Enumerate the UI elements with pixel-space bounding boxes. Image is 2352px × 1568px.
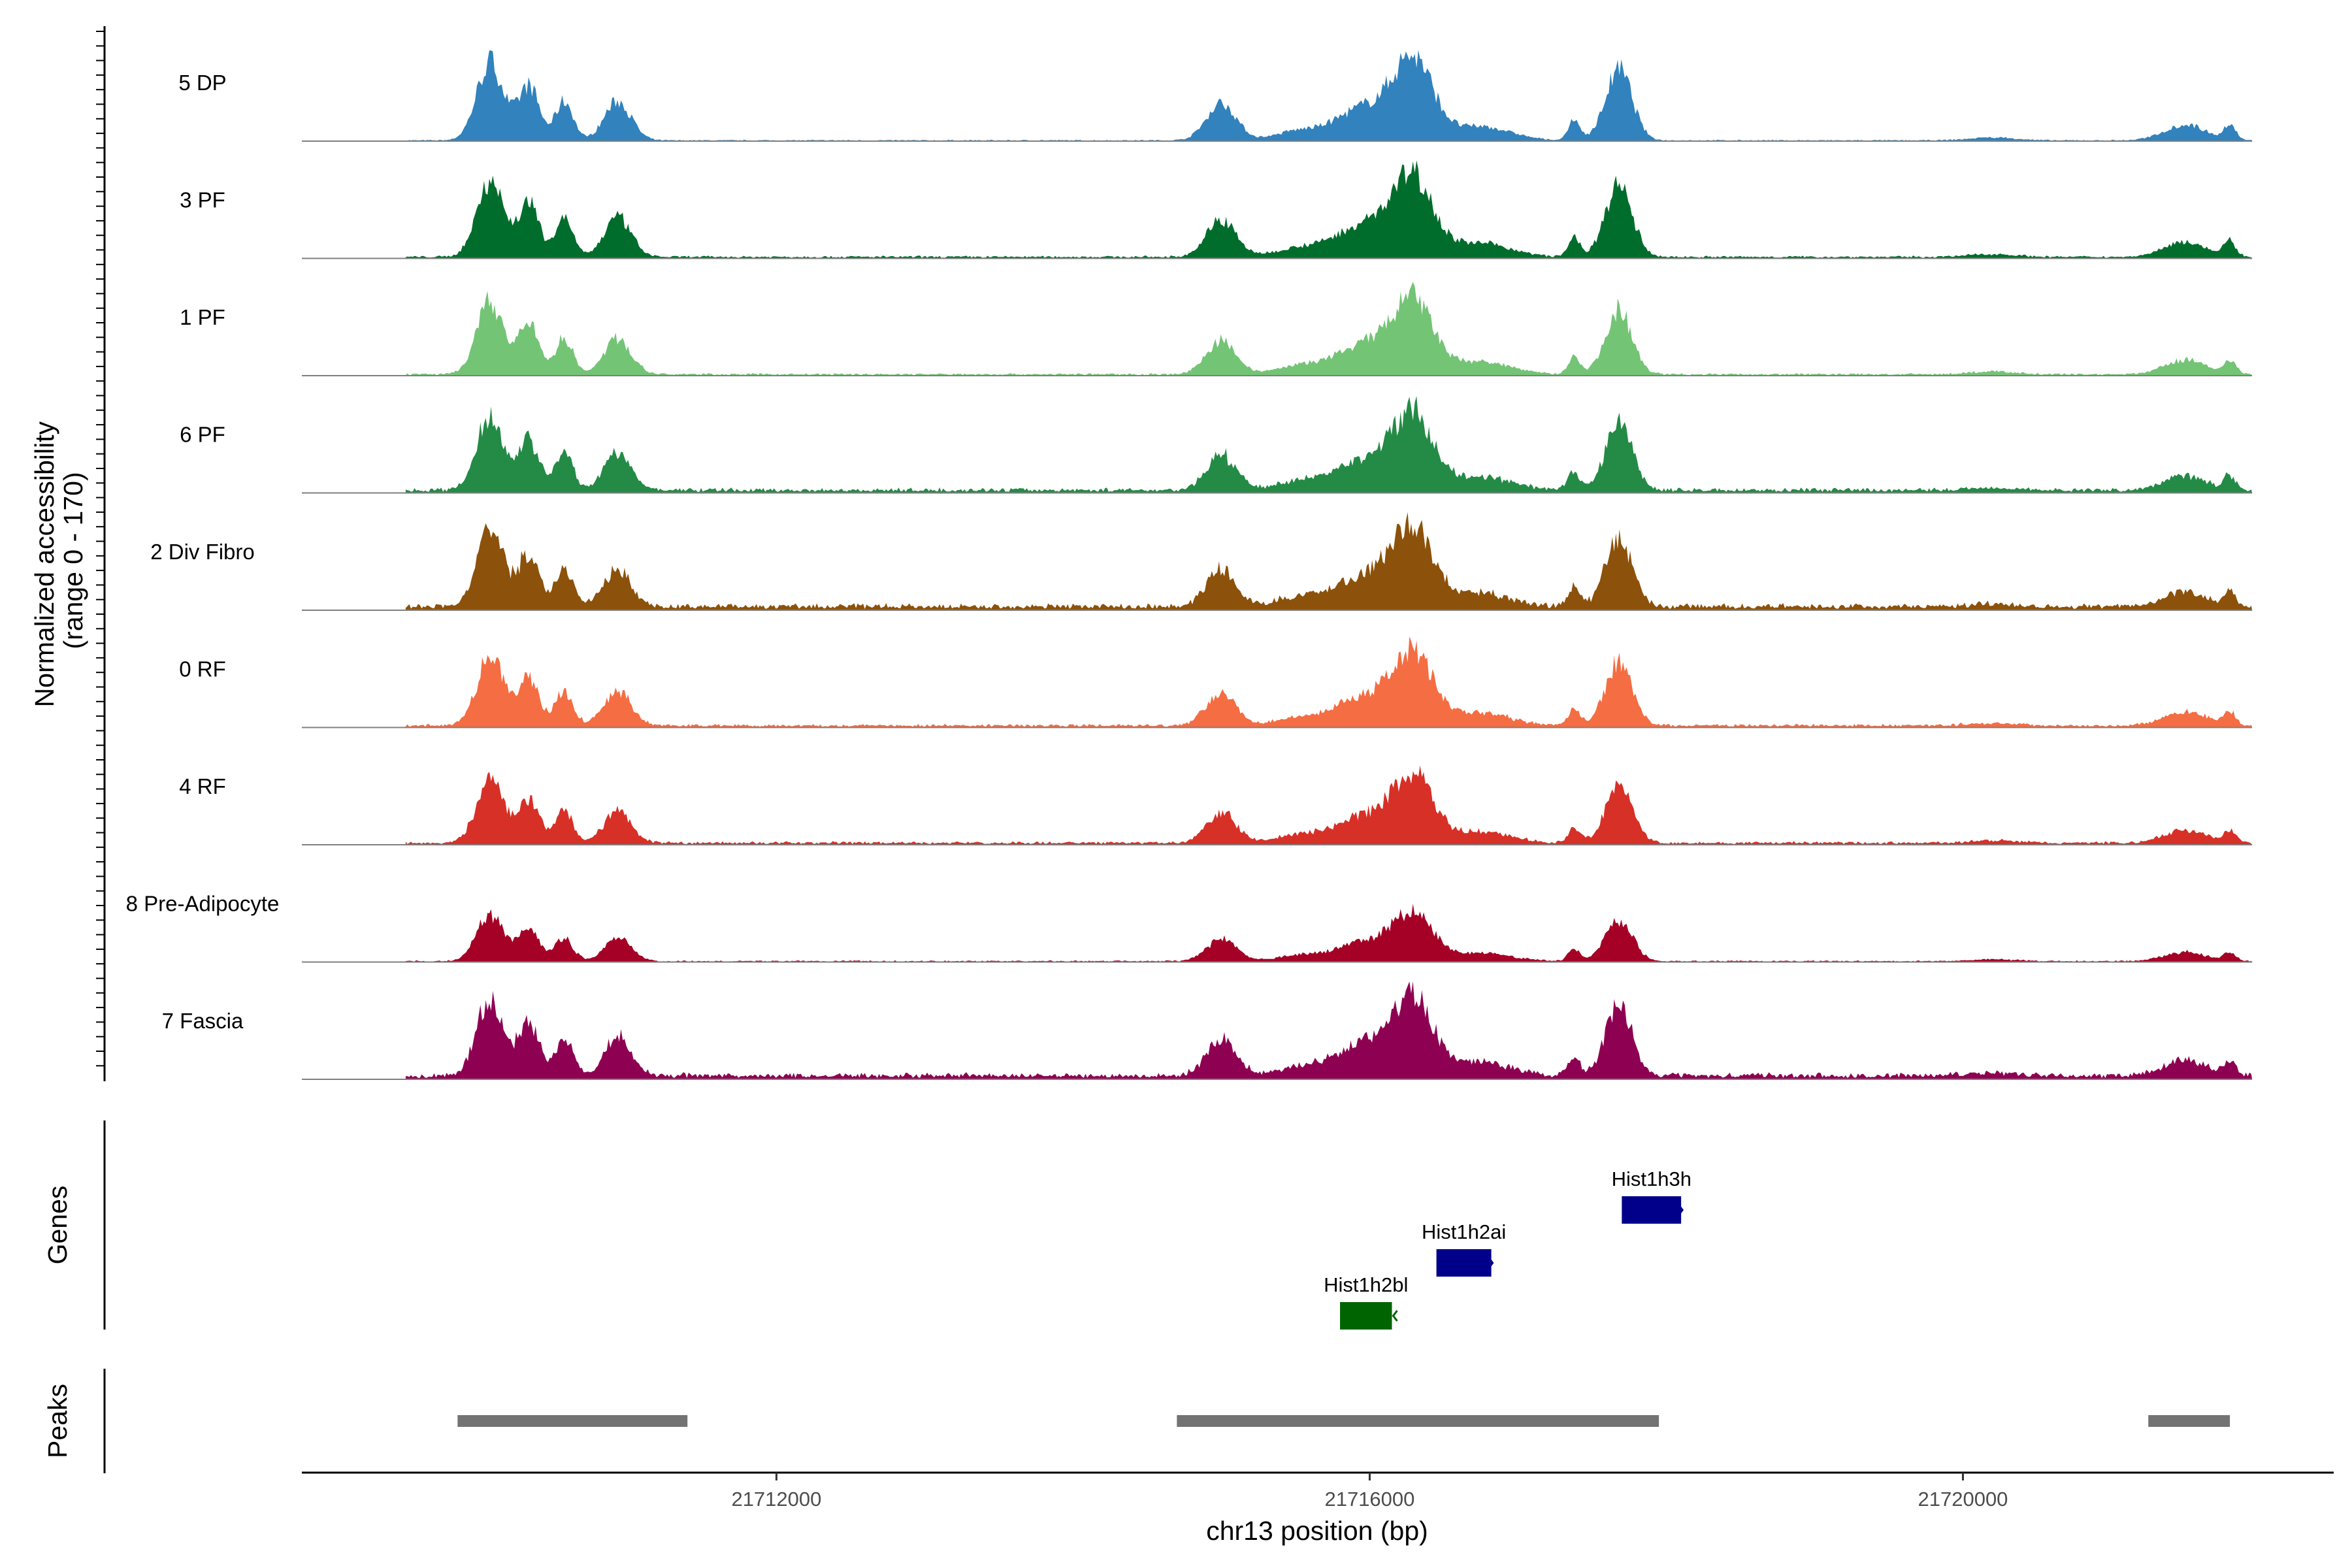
track-label: 6 PF <box>180 423 225 447</box>
peak-region <box>2148 1415 2230 1427</box>
peak-region <box>1177 1415 1659 1427</box>
gene-body <box>1340 1302 1392 1330</box>
gene-label: Hist1h2bl <box>1324 1273 1408 1296</box>
gene-label: Hist1h2ai <box>1422 1220 1506 1243</box>
track-label: 4 RF <box>179 774 226 798</box>
track-1-pf: 1 PF <box>180 282 2253 376</box>
y-axis-title-line-1: Normalized accessibility <box>29 421 59 707</box>
track-2-div-fibro: 2 Div Fibro <box>150 512 2253 611</box>
track-label: 1 PF <box>180 305 225 329</box>
track-8-pre-adipocyte: 8 Pre-Adipocyte <box>126 892 2253 963</box>
peaks-panel: Peaks <box>42 1369 2230 1473</box>
strand-arrow-icon <box>1488 1257 1494 1269</box>
track-3-pf: 3 PF <box>180 160 2253 259</box>
track-4-rf: 4 RF <box>179 765 2253 845</box>
x-axis-title: chr13 position (bp) <box>1206 1516 1428 1546</box>
track-label: 0 RF <box>179 657 226 681</box>
gene-label: Hist1h3h <box>1612 1168 1691 1190</box>
y-axis-ticks <box>96 31 105 1067</box>
genes-panel: Genes Hist1h3h Hist1h2ai Hist1h2bl <box>42 1120 1691 1330</box>
peak-regions <box>457 1415 2230 1427</box>
peak-region <box>457 1415 688 1427</box>
coverage-area <box>405 160 2253 259</box>
track-label: 7 Fascia <box>162 1009 244 1033</box>
strand-arrow-icon <box>1392 1310 1398 1322</box>
genes-panel-title: Genes <box>42 1186 73 1265</box>
peaks-panel-title: Peaks <box>42 1384 73 1458</box>
coverage-area <box>405 765 2253 845</box>
track-label: 2 Div Fibro <box>150 540 255 564</box>
track-5-dp: 5 DP <box>178 50 2253 142</box>
x-tick-label: 21712000 <box>731 1488 821 1511</box>
x-axis: 21712000 21716000 21720000 chr13 position … <box>302 1471 2334 1546</box>
x-axis-ticks: 21712000 21716000 21720000 <box>731 1473 2008 1511</box>
coverage-area <box>405 396 2253 493</box>
coverage-y-axis: Normalized accessibility (range 0 - 170) <box>29 26 106 1081</box>
gene-hist1h2bl: Hist1h2bl <box>1324 1273 1408 1330</box>
track-0-rf: 0 RF <box>179 636 2253 728</box>
coverage-area <box>405 282 2253 376</box>
x-tick-label: 21720000 <box>1918 1488 2008 1511</box>
gene-body <box>1622 1196 1682 1224</box>
coverage-area <box>405 50 2253 141</box>
gene-hist1h2ai: Hist1h2ai <box>1422 1220 1506 1277</box>
track-6-pf: 6 PF <box>180 396 2253 494</box>
strand-arrow-icon <box>1677 1204 1684 1216</box>
coverage-area <box>405 981 2253 1079</box>
track-label: 3 PF <box>180 188 225 212</box>
track-label: 5 DP <box>178 71 226 95</box>
y-axis-title-line-2: (range 0 - 170) <box>58 472 88 649</box>
coverage-tracks: 5 DP 3 PF 1 PF 6 PF 2 Div Fibro 0 RF 4 RF 8 Pre… <box>126 50 2253 1080</box>
track-label: 8 Pre-Adipocyte <box>126 892 280 916</box>
gene-hist1h3h: Hist1h3h <box>1612 1168 1691 1224</box>
track-7-fascia: 7 Fascia <box>162 981 2253 1080</box>
y-axis-title: Normalized accessibility (range 0 - 170) <box>29 414 88 708</box>
gene-body <box>1436 1249 1492 1277</box>
x-tick-label: 21716000 <box>1324 1488 1414 1511</box>
gene-annotations: Hist1h3h Hist1h2ai Hist1h2bl <box>1324 1168 1691 1330</box>
coverage-area <box>405 512 2253 610</box>
